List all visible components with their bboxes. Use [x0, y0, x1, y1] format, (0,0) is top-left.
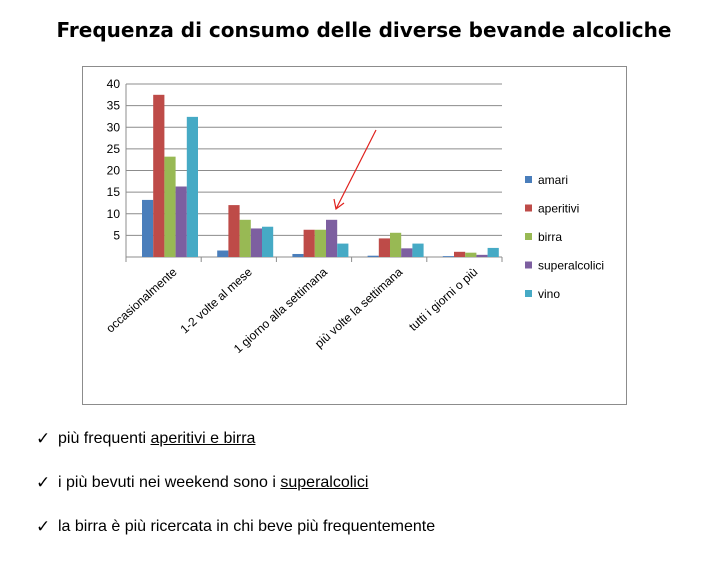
legend-label: amari — [538, 173, 568, 187]
chart-frame: 5 10 15 20 25 30 35 40 occasionalmente 1-2 volte … — [82, 66, 627, 405]
bar-vino — [186, 116, 198, 257]
legend-swatch — [525, 290, 532, 297]
bar-aperitivi — [454, 251, 466, 257]
bar-amari — [292, 253, 304, 257]
bullet-item: ✓ la birra è più ricercata in chi beve p… — [36, 518, 716, 562]
x-category-label: tutti i giorni o più — [406, 265, 480, 334]
legend-swatch — [525, 204, 532, 212]
annotation-arrowhead — [333, 198, 345, 211]
checkmark-icon: ✓ — [36, 429, 51, 449]
bar-birra — [164, 156, 176, 257]
y-tick-label: 25 — [107, 142, 121, 156]
y-tick-label: 15 — [107, 185, 121, 199]
bar-amari — [217, 250, 229, 257]
y-tick-label: 5 — [113, 228, 120, 242]
legend-label: birra — [538, 230, 562, 244]
checkmark-icon: ✓ — [36, 473, 51, 493]
bar-birra — [239, 219, 251, 257]
x-category-label: 1-2 volte al mese — [178, 265, 256, 337]
bullet-text: più frequenti — [58, 430, 151, 447]
y-tick-label: 35 — [107, 99, 121, 113]
bar-aperitivi — [153, 94, 165, 257]
legend-label: superalcolici — [538, 259, 604, 273]
bar-vino — [337, 243, 349, 257]
bullet-underlined-text: aperitivi e birra — [150, 430, 256, 447]
bar-vino — [412, 243, 424, 257]
bar-birra — [314, 229, 326, 257]
bar-birra — [390, 232, 402, 257]
bullet-underlined-text: superalcolici — [280, 474, 369, 491]
y-tick-label: 30 — [107, 120, 121, 134]
bar-superalcolici — [175, 186, 187, 257]
legend-swatch — [525, 233, 532, 240]
bullet-list: ✓ più frequenti aperitivi e birra ✓ i pi… — [36, 430, 716, 562]
y-tick-label: 40 — [107, 77, 121, 91]
bar-aperitivi — [378, 238, 390, 257]
bar-amari — [142, 199, 154, 257]
bullet-item: ✓ i più bevuti nei weekend sono i supera… — [36, 474, 716, 518]
bar-birra — [465, 252, 477, 257]
legend-label: vino — [538, 287, 560, 301]
legend-label: aperitivi — [538, 202, 579, 216]
checkmark-icon: ✓ — [36, 517, 51, 537]
bullet-text: i più bevuti nei weekend sono i — [58, 474, 281, 491]
bar-amari — [367, 255, 379, 257]
bullet-item: ✓ più frequenti aperitivi e birra — [36, 430, 716, 474]
bar-aperitivi — [303, 229, 315, 257]
bar-vino — [487, 247, 499, 257]
bar-superalcolici — [326, 219, 338, 257]
bar-vino — [262, 226, 274, 257]
bullet-text: la birra è più ricercata in chi beve più… — [58, 518, 436, 535]
annotation-arrow — [335, 129, 377, 210]
y-tick-label: 20 — [107, 164, 121, 178]
legend-swatch — [525, 176, 532, 183]
bar-amari — [442, 256, 454, 257]
bar-aperitivi — [228, 205, 240, 257]
bar-superalcolici — [476, 254, 488, 257]
legend-swatch — [525, 261, 532, 269]
slide-title: Frequenza di consumo delle diverse bevan… — [56, 18, 672, 42]
bar-superalcolici — [250, 228, 262, 257]
x-category-label: occasionalmente — [103, 265, 180, 336]
bar-superalcolici — [401, 248, 413, 257]
y-tick-label: 10 — [107, 207, 121, 221]
